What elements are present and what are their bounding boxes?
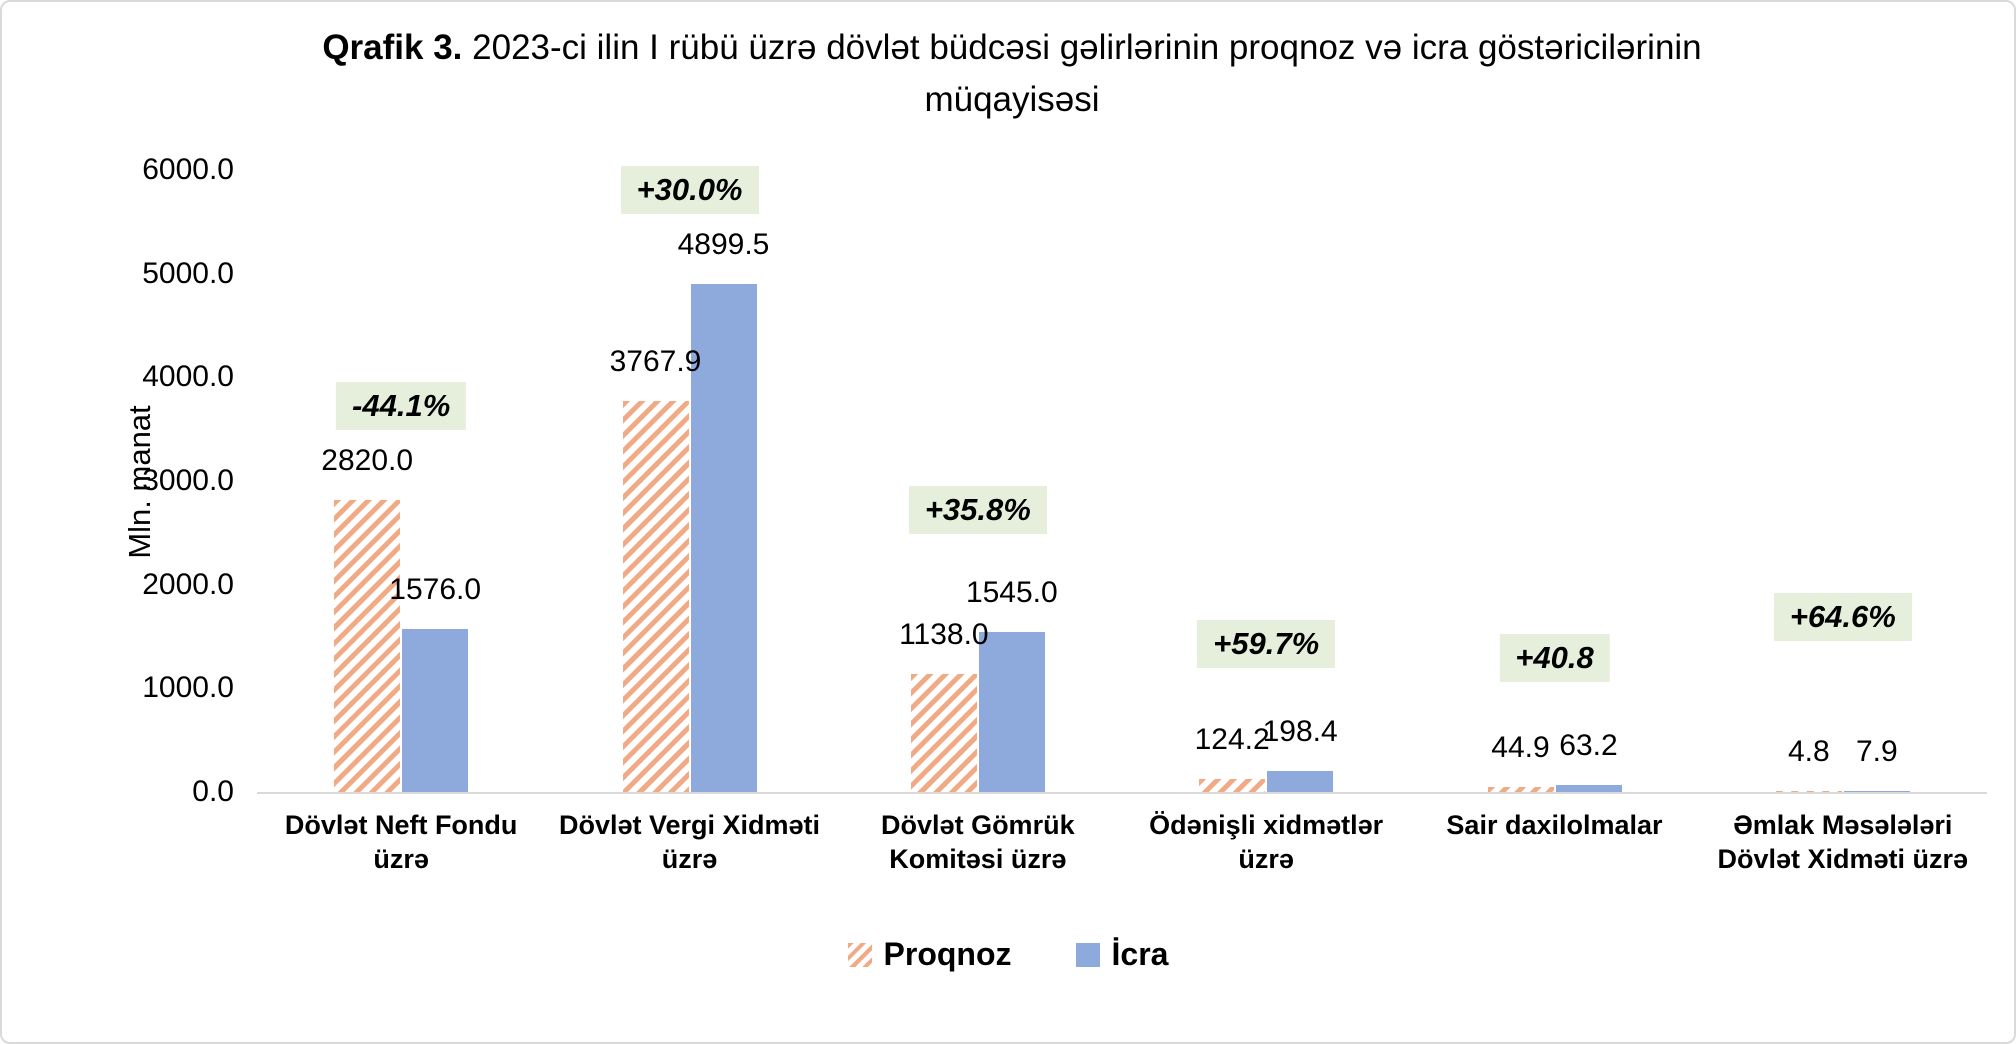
chart-title: Qrafik 3. 2023-ci ilin I rübü üzrə dövlə… <box>302 22 1722 126</box>
change-badge-1: +30.0% <box>620 166 759 215</box>
category-label-0: Dövlət Neft Fondu üzrə <box>284 810 518 874</box>
legend-label-icra: İcra <box>1111 936 1169 972</box>
value-label-icra-5: 7.9 <box>1855 735 1898 768</box>
icra-solid-swatch-icon <box>1075 942 1100 967</box>
category-label-5: Əmlak Məsələləri Dövlət Xidməti üzrə <box>1717 810 1969 874</box>
value-label-proqnoz-5: 4.8 <box>1787 735 1830 768</box>
change-badge-3: +59.7% <box>1197 620 1336 669</box>
bar-icra-0 <box>402 628 469 792</box>
value-label-proqnoz-3: 124.2 <box>1194 723 1270 757</box>
category-label-2: Dövlət Gömrük Komitəsi üzrə <box>881 810 1075 874</box>
bar-icra-5 <box>1843 791 1910 792</box>
bar-proqnoz-4 <box>1487 787 1554 792</box>
plot-area: 2820.0 1576.0 -44.1% 3767.9 4899.5 +30.0% 1138… <box>257 166 1987 794</box>
y-tick-label: 5000.0 <box>142 256 234 290</box>
chart-title-text: 2023-ci ilin I rübü üzrə dövlət büdcəsi … <box>472 28 1702 119</box>
category-label-4: Sair daxilolmalar <box>1446 810 1663 840</box>
y-tick-label: 6000.0 <box>142 153 234 186</box>
bar-icra-4 <box>1555 785 1622 792</box>
y-tick-label: 0.0 <box>192 775 234 808</box>
bar-icra-1 <box>690 284 757 792</box>
value-label-proqnoz-1: 3767.9 <box>609 345 702 379</box>
change-badge-5: +64.6% <box>1773 593 1912 641</box>
change-badge-2: +35.8% <box>908 485 1047 534</box>
value-label-icra-2: 1545.0 <box>965 575 1058 609</box>
x-axis-category-labels: Dövlət Neft Fondu üzrə Dövlət Vergi Xidmə… <box>257 808 1987 876</box>
value-label-icra-4: 63.2 <box>1559 729 1618 763</box>
bar-proqnoz-2 <box>910 674 977 792</box>
y-tick-label: 1000.0 <box>142 671 234 705</box>
value-label-icra-1: 4899.5 <box>677 228 770 262</box>
legend-item-icra: İcra <box>1075 936 1169 973</box>
y-tick-label: 4000.0 <box>142 360 234 394</box>
bar-proqnoz-3 <box>1199 779 1266 792</box>
value-label-proqnoz-4: 44.9 <box>1491 731 1550 765</box>
change-badge-0: -44.1% <box>336 381 467 430</box>
bar-proqnoz-5 <box>1775 791 1842 792</box>
bar-proqnoz-0 <box>334 499 401 792</box>
value-label-proqnoz-0: 2820.0 <box>321 443 414 477</box>
category-label-1: Dövlət Vergi Xidməti üzrə <box>558 810 821 874</box>
proqnoz-hatch-swatch-icon <box>847 942 872 967</box>
bar-proqnoz-1 <box>622 401 689 792</box>
legend-item-proqnoz: Proqnoz <box>847 936 1012 973</box>
bar-icra-3 <box>1267 771 1334 792</box>
change-badge-4: +40.8 <box>1499 634 1610 683</box>
value-label-proqnoz-2: 1138.0 <box>899 618 989 652</box>
category-label-3: Ödənişli xidmətlər üzrə <box>1149 810 1384 874</box>
chart-title-prefix: Qrafik 3. <box>322 28 463 67</box>
y-tick-label: 3000.0 <box>142 464 234 497</box>
legend-label-proqnoz: Proqnoz <box>883 936 1012 972</box>
chart-legend: Proqnoz İcra <box>2 936 2014 973</box>
value-label-icra-0: 1576.0 <box>389 572 482 606</box>
y-tick-label: 2000.0 <box>142 567 234 601</box>
value-label-icra-3: 198.4 <box>1262 715 1338 749</box>
bar-icra-2 <box>978 631 1045 792</box>
